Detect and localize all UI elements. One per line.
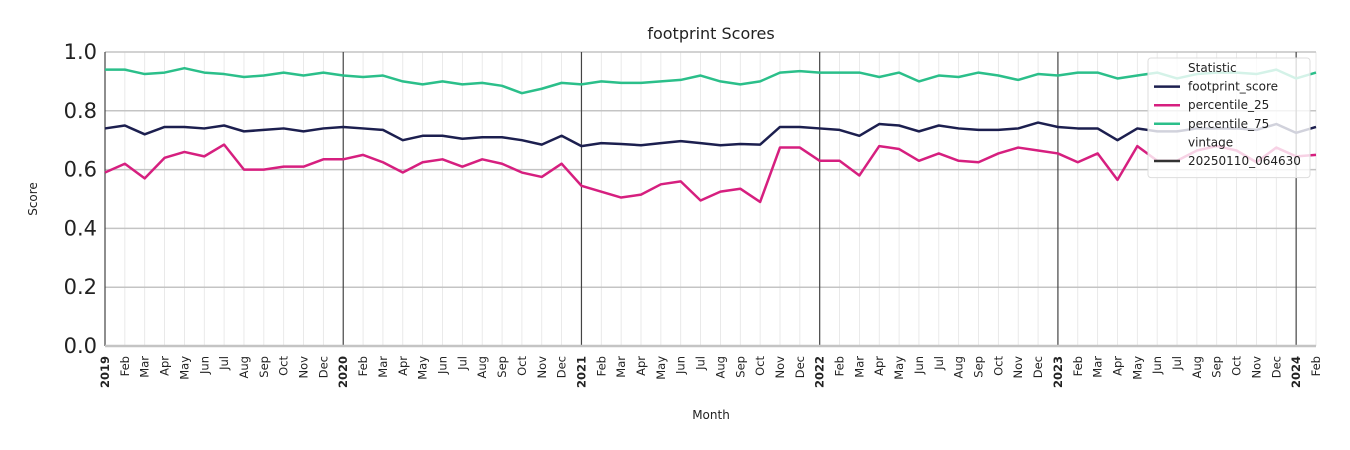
- legend-label: percentile_25: [1188, 98, 1269, 112]
- x-tick-label: 2021: [574, 356, 588, 388]
- x-tick-label: Apr: [158, 356, 172, 376]
- x-tick-label: Jun: [197, 356, 211, 375]
- x-tick-label: Mar: [614, 356, 628, 378]
- x-tick-label: Dec: [1269, 356, 1283, 378]
- y-tick-label: 0.4: [64, 216, 97, 240]
- y-tick-label: 1.0: [64, 40, 97, 64]
- x-tick-label: Jul: [1170, 356, 1184, 371]
- x-tick-label: Apr: [872, 356, 886, 376]
- x-tick-label: Jul: [932, 356, 946, 371]
- x-tick-label: May: [416, 356, 430, 380]
- x-tick-label: Nov: [535, 356, 549, 379]
- y-tick-label: 0.0: [64, 334, 97, 358]
- x-tick-label: Oct: [753, 356, 767, 376]
- x-tick-label: Aug: [952, 356, 966, 378]
- x-tick-label: 2020: [336, 356, 350, 388]
- x-tick-label: Nov: [773, 356, 787, 379]
- y-tick-label: 0.8: [64, 99, 97, 123]
- x-tick-label: Jul: [217, 356, 231, 371]
- legend-label: percentile_75: [1188, 117, 1269, 131]
- series-line: [104, 143, 1317, 204]
- y-tick-label: 0.2: [64, 275, 97, 299]
- x-tick-label: Apr: [396, 356, 410, 376]
- x-tick-label: Feb: [594, 356, 608, 376]
- x-tick-label: 2019: [98, 356, 112, 388]
- x-tick-label: Jun: [1150, 356, 1164, 375]
- x-axis-label: Month: [692, 408, 730, 422]
- x-tick-label: Aug: [475, 356, 489, 378]
- chart-title: footprint Scores: [647, 24, 774, 43]
- x-tick-label: Dec: [1031, 356, 1045, 378]
- x-tick-label: Dec: [555, 356, 569, 378]
- x-tick-label: Sep: [1210, 356, 1224, 378]
- x-tick-label: Mar: [138, 356, 152, 378]
- x-tick-label: Aug: [237, 356, 251, 378]
- series-line: [104, 121, 1317, 148]
- x-tick-label: Jun: [912, 356, 926, 375]
- legend-title: Statistic: [1188, 61, 1237, 75]
- x-tick-label: Aug: [713, 356, 727, 378]
- x-tick-label: Sep: [495, 356, 509, 378]
- x-tick-label: May: [1130, 356, 1144, 380]
- x-tick-label: Apr: [634, 356, 648, 376]
- x-tick-label: Mar: [376, 356, 390, 378]
- x-tick-label: Aug: [1190, 356, 1204, 378]
- x-tick-label: 2022: [813, 356, 827, 388]
- x-tick-label: Feb: [833, 356, 847, 376]
- y-axis-label: Score: [26, 182, 40, 216]
- x-tick-label: May: [177, 356, 191, 380]
- x-tick-label: 2024: [1289, 356, 1303, 388]
- x-tick-label: Feb: [356, 356, 370, 376]
- x-tick-label: Oct: [1230, 356, 1244, 376]
- x-tick-label: May: [654, 356, 668, 380]
- x-tick-label: Feb: [1309, 356, 1323, 376]
- x-tick-label: Oct: [277, 356, 291, 376]
- x-tick-label: Feb: [118, 356, 132, 376]
- x-tick-label: Jun: [674, 356, 688, 375]
- x-tick-label: Dec: [793, 356, 807, 378]
- x-tick-label: Nov: [297, 356, 311, 379]
- series-line: [105, 66, 1317, 95]
- x-tick-label: Jul: [455, 356, 469, 371]
- x-tick-label: Jul: [694, 356, 708, 371]
- x-tick-label: Nov: [1011, 356, 1025, 379]
- x-tick-label: Sep: [257, 356, 271, 378]
- x-tick-label: Oct: [515, 356, 529, 376]
- x-tick-label: May: [892, 356, 906, 380]
- x-tick-label: Nov: [1249, 356, 1263, 379]
- x-tick-label: Mar: [852, 356, 866, 378]
- x-tick-label: Jun: [435, 356, 449, 375]
- legend-label: footprint_score: [1188, 80, 1278, 94]
- legend-box: [1147, 57, 1311, 179]
- x-tick-label: Sep: [972, 356, 986, 378]
- x-tick-label: Dec: [316, 356, 330, 378]
- x-tick-label: 2023: [1051, 356, 1065, 388]
- x-tick-label: Oct: [991, 356, 1005, 376]
- x-tick-label: Apr: [1110, 356, 1124, 376]
- x-tick-label: Sep: [733, 356, 747, 378]
- y-tick-label: 0.6: [64, 158, 97, 182]
- legend-group-title: vintage: [1188, 135, 1233, 149]
- x-tick-label: Mar: [1091, 356, 1105, 378]
- x-tick-label: Feb: [1071, 356, 1085, 376]
- legend-label: 20250110_064630: [1188, 154, 1301, 168]
